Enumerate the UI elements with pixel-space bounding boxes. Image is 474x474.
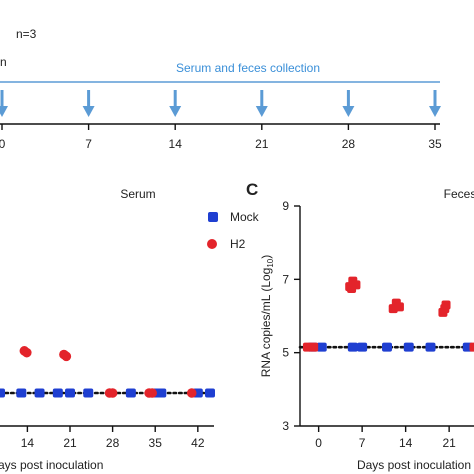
y-tick-label: 9	[282, 199, 289, 213]
mock-point	[0, 388, 5, 398]
mock-point	[16, 388, 27, 398]
h2-point	[21, 347, 32, 358]
mock-point	[357, 342, 368, 352]
mock-point	[34, 388, 45, 398]
timeline-arrow-icon	[429, 106, 441, 117]
timeline-tick-label: 7	[85, 137, 92, 151]
timeline-arrow-icon	[0, 106, 8, 117]
feces-x-label: Days post inoculation	[357, 458, 471, 472]
x-tick-label: 14	[21, 436, 35, 450]
timeline-panel: n=3 n Serum and feces collection 0 7 14 21 2…	[0, 27, 442, 151]
mock-point	[83, 388, 94, 398]
x-tick-label: 0	[315, 436, 322, 450]
mock-point	[65, 388, 75, 398]
h2-point	[469, 342, 474, 352]
serum-x-label: ays post inoculation	[0, 458, 103, 472]
h2-point	[309, 342, 319, 352]
timeline-tick-label: 14	[169, 137, 183, 151]
timeline-tick-label: 35	[428, 137, 442, 151]
legend-mock-marker	[208, 212, 218, 222]
timeline-arrow-icon	[255, 106, 268, 117]
h2-point	[440, 304, 450, 314]
h2-point	[147, 388, 157, 398]
panel-letter-c: C	[246, 180, 258, 199]
x-tick-label: 21	[442, 436, 456, 450]
h2-point	[394, 302, 404, 312]
y-tick-label: 7	[282, 272, 289, 286]
mock-point	[425, 342, 436, 352]
n-label: n=3	[16, 27, 37, 41]
collection-label: Serum and feces collection	[176, 61, 320, 75]
timeline-arrow-icon	[169, 106, 182, 117]
mock-point	[205, 388, 215, 398]
mock-point	[52, 388, 63, 398]
h2-point	[61, 351, 72, 362]
h2-point	[347, 284, 357, 293]
serum-title: Serum	[120, 187, 155, 201]
mock-point	[382, 342, 392, 352]
serum-legend: Mock H2	[207, 210, 260, 251]
legend-h2-label: H2	[230, 237, 246, 251]
feces-y-label: RNA copies/mL (Log10)	[259, 255, 275, 378]
timeline-arrow-icon	[82, 106, 95, 117]
timeline-tick-label: 21	[255, 137, 269, 151]
x-tick-label: 35	[149, 436, 163, 450]
timeline-tick-label: 0	[0, 137, 6, 151]
x-tick-label: 21	[63, 436, 77, 450]
y-tick-label: 5	[282, 346, 289, 360]
h2-point	[186, 388, 197, 398]
y-tick-label: 3	[282, 419, 289, 433]
timeline-tick-label: 28	[342, 137, 356, 151]
mock-point	[125, 388, 136, 398]
x-tick-label: 28	[106, 436, 120, 450]
mock-point	[316, 342, 327, 352]
mock-point	[156, 388, 167, 398]
timeline-left-label: n	[0, 55, 7, 69]
x-tick-label: 42	[191, 436, 205, 450]
x-tick-label: 7	[359, 436, 366, 450]
h2-point	[107, 388, 118, 398]
mock-point	[347, 342, 358, 352]
legend-h2-marker	[207, 239, 217, 249]
legend-mock-label: Mock	[230, 210, 260, 224]
feces-title: Feces	[444, 187, 474, 201]
mock-point	[403, 342, 414, 352]
serum-panel: Serum Mock H2 14 21 28 35 42 ays post inocul…	[0, 187, 260, 472]
x-tick-label: 14	[399, 436, 413, 450]
timeline-arrow-icon	[342, 106, 355, 117]
feces-panel: C Feces 3 5 7 9 0 7 14 21 RNA copies/mL (Log10…	[246, 180, 474, 472]
